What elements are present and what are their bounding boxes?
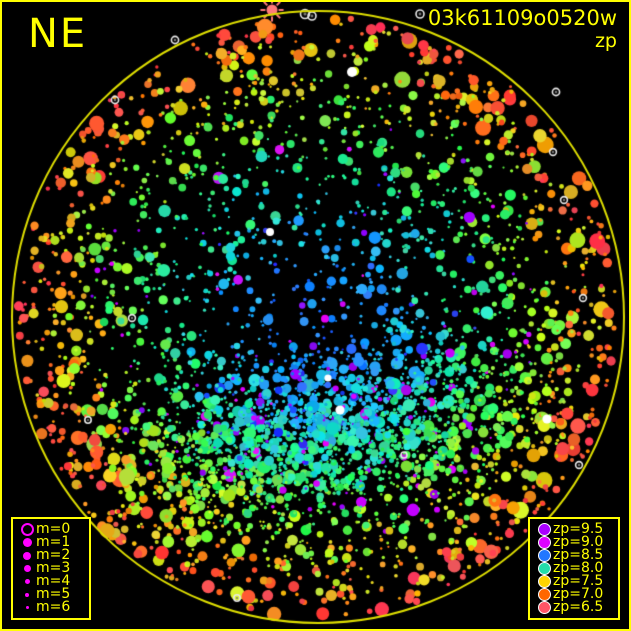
magnitude-swatch (18, 606, 36, 609)
zeropoint-legend-row: zp=6.5 (535, 599, 612, 615)
magnitude-swatch (18, 592, 36, 597)
magnitude-legend-label: m=6 (36, 599, 71, 615)
zeropoint-legend-label: zp=7.5 (553, 573, 604, 589)
zeropoint-swatch (535, 523, 553, 536)
star-dot-icon (24, 579, 30, 584)
zeropoint-swatch (535, 562, 553, 575)
zeropoint-legend-row: zp=8.5 (535, 547, 612, 563)
color-swatch-icon (537, 536, 551, 549)
color-swatch-icon (537, 562, 551, 575)
magnitude-legend-label: m=0 (36, 521, 71, 537)
zeropoint-legend-row: zp=9.0 (535, 534, 612, 550)
magnitude-legend-label: m=3 (36, 560, 71, 576)
star-dot-icon (23, 565, 31, 572)
star-dot-icon (20, 523, 34, 536)
magnitude-swatch (18, 523, 36, 536)
zeropoint-swatch (535, 575, 553, 588)
magnitude-legend-row: m=2 (18, 547, 83, 563)
magnitude-swatch (18, 565, 36, 572)
magnitude-legend-label: m=1 (36, 534, 71, 550)
magnitude-legend-row: m=4 (18, 573, 83, 589)
magnitude-legend-label: m=4 (36, 573, 71, 589)
magnitude-swatch (18, 551, 36, 560)
zeropoint-swatch (535, 601, 553, 614)
color-swatch-icon (537, 575, 551, 588)
zeropoint-legend: zp=9.5 zp=9.0 zp=8.5 zp=8.0 zp=7.5 zp=7.0 zp=6… (528, 517, 620, 620)
zeropoint-swatch (535, 588, 553, 601)
magnitude-legend: m=0 m=1 m=2 m=3 m=4 m=5 m=6 (11, 517, 91, 620)
star-dot-icon (22, 538, 32, 547)
star-dot-icon (25, 592, 29, 597)
magnitude-legend-row: m=6 (18, 599, 83, 615)
zeropoint-legend-row: zp=7.5 (535, 573, 612, 589)
magnitude-legend-row: m=1 (18, 534, 83, 550)
zeropoint-legend-label: zp=8.5 (553, 547, 604, 563)
magnitude-swatch (18, 579, 36, 584)
zeropoint-swatch (535, 549, 553, 562)
zeropoint-legend-row: zp=8.0 (535, 560, 612, 576)
magnitude-legend-row: m=3 (18, 560, 83, 576)
color-swatch-icon (537, 549, 551, 562)
zeropoint-legend-label: zp=8.0 (553, 560, 604, 576)
magnitude-legend-label: m=5 (36, 586, 71, 602)
magnitude-swatch (18, 538, 36, 547)
magnitude-legend-label: m=2 (36, 547, 71, 563)
magnitude-legend-row: m=0 (18, 521, 83, 537)
color-swatch-icon (537, 588, 551, 601)
zeropoint-legend-label: zp=7.0 (553, 586, 604, 602)
zeropoint-swatch (535, 536, 553, 549)
zeropoint-legend-row: zp=9.5 (535, 521, 612, 537)
magnitude-legend-row: m=5 (18, 586, 83, 602)
star-dot-icon (25, 606, 29, 609)
color-swatch-icon (537, 523, 551, 536)
zeropoint-legend-row: zp=7.0 (535, 586, 612, 602)
zeropoint-legend-label: zp=9.5 (553, 521, 604, 537)
zeropoint-legend-label: zp=6.5 (553, 599, 604, 615)
color-swatch-icon (537, 601, 551, 614)
zeropoint-legend-label: zp=9.0 (553, 534, 604, 550)
star-dot-icon (23, 551, 31, 560)
